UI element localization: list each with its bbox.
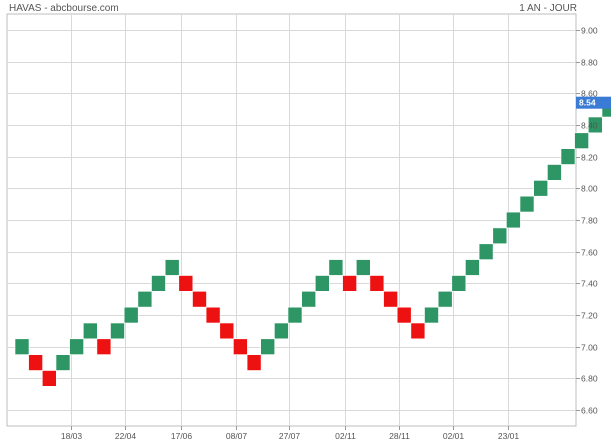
- brick-up: [492, 227, 508, 244]
- x-tick-label: 02/11: [335, 431, 356, 441]
- x-tick-label: 17/06: [171, 431, 193, 441]
- brick-up: [328, 259, 344, 276]
- brick-down: [219, 322, 235, 340]
- y-tick-label: 7.20: [581, 311, 598, 321]
- brick-down: [178, 275, 194, 292]
- brick-up: [123, 306, 139, 324]
- chart-header-title: HAVAS - abcbourse.com: [9, 3, 119, 14]
- y-tick-label: 8.80: [581, 58, 598, 68]
- y-axis: 6.60 6.80 7.00 7.20 7.40 7.60 7.80 8.00 8.20 8.40…: [576, 26, 598, 416]
- last-value-badge: 8.54: [576, 96, 611, 109]
- x-axis: 18/03 22/04 17/06 08/07 27/07 02/11 28/11 02/01…: [61, 426, 520, 441]
- x-tick-label: 08/07: [226, 431, 248, 441]
- x-tick-label: 22/04: [115, 431, 137, 441]
- brick-up: [355, 259, 371, 276]
- y-tick-label: 8.00: [581, 184, 598, 194]
- brick-up: [83, 322, 98, 340]
- x-tick-label: 27/07: [279, 431, 301, 441]
- y-tick-label: 9.00: [581, 26, 598, 36]
- x-tick-label: 02/01: [443, 431, 465, 441]
- brick-down: [233, 338, 248, 355]
- brick-up: [164, 259, 180, 276]
- y-tick-label: 7.80: [581, 216, 598, 226]
- chart-header-period: 1 AN - JOUR: [519, 3, 577, 14]
- y-tick-label: 8.20: [581, 153, 598, 163]
- brick-up: [506, 211, 521, 229]
- brick-up: [533, 180, 549, 197]
- brick-down: [246, 354, 262, 371]
- brick-up: [451, 275, 467, 292]
- brick-up: [69, 338, 84, 355]
- brick-up: [55, 354, 71, 371]
- brick-up: [424, 306, 439, 324]
- brick-up: [574, 132, 589, 149]
- brick-down: [342, 275, 357, 292]
- x-tick-label: 28/11: [389, 431, 410, 441]
- brick-up: [437, 290, 453, 308]
- brick-down: [383, 290, 398, 308]
- y-tick-label: 7.00: [581, 343, 598, 353]
- y-tick-label: 7.60: [581, 248, 598, 258]
- x-tick-label: 18/03: [61, 431, 83, 441]
- brick-up: [110, 322, 125, 340]
- y-tick-label: 7.40: [581, 279, 598, 289]
- brick-down: [28, 354, 43, 371]
- brick-up: [314, 275, 330, 292]
- bricks: [14, 100, 611, 387]
- brick-up: [287, 306, 303, 324]
- brick-up: [547, 164, 562, 181]
- brick-up: [519, 195, 535, 213]
- brick-up: [301, 290, 317, 308]
- last-value-label: 8.54: [579, 98, 596, 108]
- y-tick-label: 8.60: [581, 89, 598, 99]
- y-tick-label: 6.60: [581, 406, 598, 416]
- brick-down: [369, 275, 385, 292]
- brick-up: [274, 322, 289, 340]
- brick-up: [560, 148, 576, 165]
- brick-up: [137, 290, 153, 308]
- brick-down: [41, 370, 57, 387]
- brick-down: [205, 306, 221, 324]
- brick-down: [396, 306, 412, 324]
- y-tick-label: 6.80: [581, 374, 598, 384]
- brick-down: [192, 290, 207, 308]
- last-value-box: [576, 96, 611, 109]
- brick-up: [14, 338, 30, 355]
- brick-up: [260, 338, 276, 355]
- brick-up: [151, 275, 166, 292]
- brick-down: [96, 338, 112, 355]
- brick-up: [587, 116, 603, 134]
- grid-lines: [6, 13, 577, 427]
- x-tick-label: 23/01: [498, 431, 520, 441]
- y-tick-label: 8.40: [581, 121, 598, 131]
- brick-up: [465, 259, 480, 276]
- brick-up: [478, 243, 494, 260]
- brick-down: [410, 322, 426, 340]
